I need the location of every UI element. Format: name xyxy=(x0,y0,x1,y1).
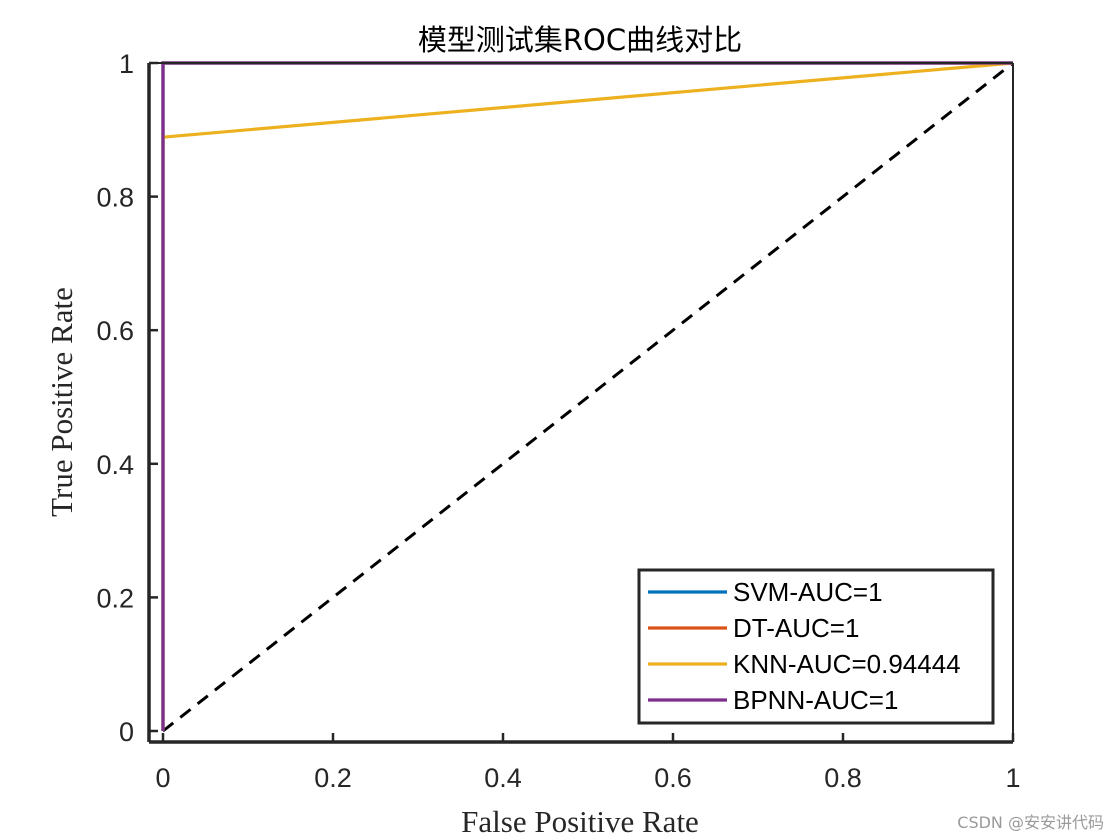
legend-label-bpnn: BPNN-AUC=1 xyxy=(733,685,898,715)
y-tick-label: 1 xyxy=(119,49,134,79)
legend-label-svm: SVM-AUC=1 xyxy=(733,577,883,607)
x-tick-label: 1 xyxy=(1005,763,1020,793)
y-tick-label: 0.6 xyxy=(96,316,134,346)
legend-label-dt: DT-AUC=1 xyxy=(733,613,859,643)
x-tick-label: 0.4 xyxy=(484,763,522,793)
x-tick-label: 0 xyxy=(155,763,170,793)
x-tick-label: 0.2 xyxy=(314,763,352,793)
watermark: CSDN @安安讲代码 xyxy=(957,813,1104,832)
axes: 0 0.2 0.4 0.6 0.8 1 0 0.2 0.4 0.6 0.8 1 xyxy=(96,49,1020,793)
legend-box xyxy=(637,568,995,725)
y-tick-label: 0.4 xyxy=(96,450,134,480)
legend-label-knn: KNN-AUC=0.94444 xyxy=(733,649,961,679)
x-tick-label: 0.6 xyxy=(654,763,692,793)
y-tick-label: 0.2 xyxy=(96,583,134,613)
chart-title: 模型测试集ROC曲线对比 xyxy=(418,23,742,57)
y-tick-label: 0.8 xyxy=(96,183,134,213)
y-tick-label: 0 xyxy=(119,717,134,747)
x-tick-label: 0.8 xyxy=(824,763,862,793)
legend: SVM-AUC=1 DT-AUC=1 KNN-AUC=0.94444 BPNN-AUC… xyxy=(637,568,995,725)
x-axis-label: False Positive Rate xyxy=(461,804,699,839)
reference-diagonal-line xyxy=(162,61,1014,733)
y-axis-label: True Positive Rate xyxy=(44,287,79,517)
